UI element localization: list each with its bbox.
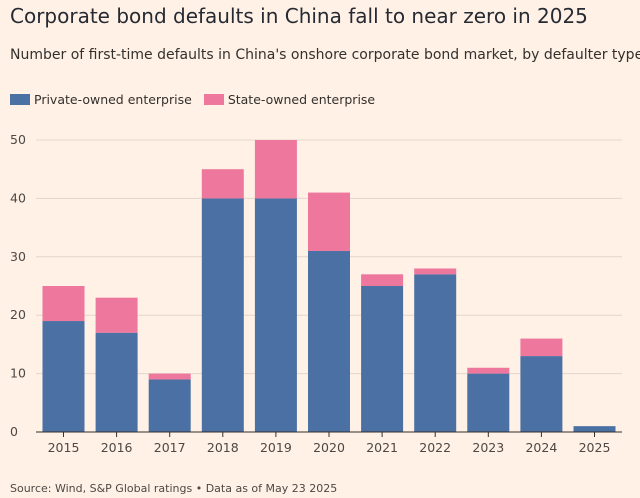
- bar-private: [520, 356, 563, 432]
- x-tick-label: 2019: [260, 440, 292, 455]
- legend-item-state: State-owned enterprise: [203, 92, 376, 107]
- y-tick-label: 40: [10, 190, 26, 205]
- bar-state: [201, 169, 244, 199]
- bar-state: [308, 192, 350, 251]
- bar-private: [361, 286, 404, 432]
- x-tick-label: 2024: [525, 440, 557, 455]
- bar-state: [254, 140, 297, 199]
- bar-state: [361, 274, 404, 286]
- x-tick-label: 2023: [472, 440, 504, 455]
- bar-private: [308, 250, 350, 432]
- x-tick-label: 2022: [419, 440, 451, 455]
- chart-subtitle: Number of first-time defaults in China's…: [10, 47, 640, 63]
- bar-state: [414, 268, 457, 275]
- bar-private: [254, 198, 297, 432]
- y-tick-label: 0: [10, 424, 18, 439]
- y-tick-label: 50: [10, 132, 26, 147]
- bar-private: [42, 321, 85, 432]
- legend-item-private: Private-owned enterprise: [10, 92, 192, 107]
- x-tick-label: 2025: [579, 440, 611, 455]
- bar-state: [467, 367, 510, 374]
- bar-private: [573, 426, 616, 432]
- legend-swatch-state: [203, 94, 224, 105]
- bar-state: [42, 286, 85, 322]
- chart-title: Corporate bond defaults in China fall to…: [10, 4, 588, 28]
- legend-swatch-private: [10, 94, 30, 105]
- x-tick-label: 2016: [101, 440, 133, 455]
- legend-label-private: Private-owned enterprise: [34, 92, 192, 107]
- legend-label-state: State-owned enterprise: [227, 92, 376, 107]
- bar-state: [520, 338, 563, 357]
- bar-state: [148, 373, 191, 380]
- bar-private: [148, 379, 191, 432]
- bar-private: [95, 332, 138, 432]
- y-tick-label: 10: [10, 366, 26, 381]
- y-tick-label: 20: [10, 307, 26, 322]
- legend: Private-owned enterprise State-owned ent…: [10, 92, 387, 107]
- x-tick-label: 2021: [366, 440, 398, 455]
- x-tick-label: 2020: [313, 440, 345, 455]
- x-tick-label: 2017: [154, 440, 186, 455]
- source-note: Source: Wind, S&P Global ratings • Data …: [10, 482, 338, 495]
- x-tick-label: 2018: [207, 440, 239, 455]
- bar-private: [467, 373, 510, 432]
- bar-private: [201, 198, 244, 432]
- bar-state: [95, 297, 138, 333]
- x-tick-label: 2015: [48, 440, 80, 455]
- bar-private: [414, 274, 457, 432]
- y-tick-label: 30: [10, 249, 26, 264]
